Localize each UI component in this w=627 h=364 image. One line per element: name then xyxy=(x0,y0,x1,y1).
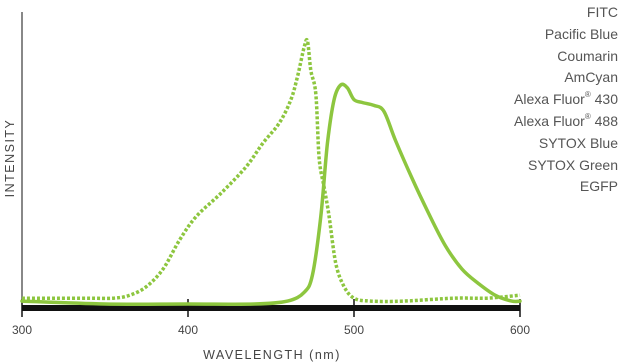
legend-item: Alexa Fluor® 430 xyxy=(514,90,618,108)
legend-item: AmCyan xyxy=(564,69,618,86)
legend-item: Coumarin xyxy=(557,47,618,64)
legend: FITC Pacific Blue Coumarin AmCyan Alexa Fluo… xyxy=(514,2,618,198)
x-tick-label: 500 xyxy=(344,323,364,337)
registered-mark: ® xyxy=(584,90,591,100)
x-tick-label: 400 xyxy=(178,323,198,337)
emission-curve xyxy=(20,82,522,306)
legend-item: EGFP xyxy=(579,178,618,195)
x-tick-label: 600 xyxy=(510,323,530,337)
x-ticks: 300 400 500 600 xyxy=(12,299,530,337)
x-axis-title: WAVELENGTH (nm) xyxy=(203,348,341,362)
legend-item: SYTOX Blue xyxy=(538,134,618,151)
y-axis-title: INTENSITY xyxy=(3,119,17,198)
legend-item: FITC xyxy=(586,4,618,20)
x-tick-label: 300 xyxy=(12,323,32,337)
legend-item: Alexa Fluor® 488 xyxy=(514,111,618,129)
x-axis-bar xyxy=(22,305,520,311)
excitation-curve xyxy=(21,37,521,304)
legend-item: SYTOX Green xyxy=(527,156,618,173)
registered-mark: ® xyxy=(584,111,591,121)
legend-item: Pacific Blue xyxy=(544,25,618,42)
spectra xyxy=(20,37,522,306)
